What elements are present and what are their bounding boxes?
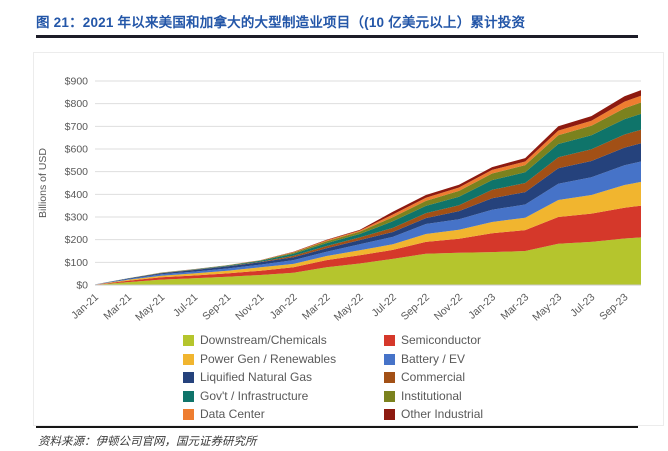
x-tick-label: May-23 [530, 291, 564, 323]
stacked-series [95, 90, 641, 285]
legend-item-institutional: Institutional [384, 389, 483, 404]
legend-item-semiconductor: Semiconductor [384, 333, 483, 348]
legend-item-power-gen-renewables: Power Gen / Renewables [183, 352, 384, 367]
legend-label: Gov't / Infrastructure [200, 388, 309, 403]
legend-swatch-icon [384, 409, 395, 420]
x-tick-label: May-22 [332, 291, 366, 323]
x-tick-label: Sep-21 [200, 291, 233, 323]
legend-label: Battery / EV [401, 351, 466, 366]
x-tick-label: Sep-23 [597, 291, 630, 323]
legend-item-gov-t-infrastructure: Gov't / Infrastructure [183, 389, 384, 404]
figure-title-text: 图 21：2021 年以来美国和加拿大的大型制造业项目（(10 亿美元以上）累计… [36, 15, 526, 30]
y-tick-label: $100 [65, 257, 89, 269]
legend-item-commercial: Commercial [384, 370, 483, 385]
title-divider [36, 35, 638, 38]
legend-swatch-icon [183, 372, 194, 383]
y-tick-label: $700 [65, 121, 89, 133]
x-tick-label: Mar-21 [101, 291, 134, 322]
y-tick-label: $600 [65, 144, 89, 156]
y-tick-label: $200 [65, 234, 89, 246]
y-axis-title: Billions of USD [37, 148, 49, 218]
chart-area-border [33, 52, 664, 426]
legend-label: Power Gen / Renewables [200, 351, 337, 366]
stacked-area-chart: $0 $100 $200 $300 $400 $500 $600 $700 $800 $900 Bi… [32, 58, 664, 330]
legend-swatch-icon [183, 409, 194, 420]
x-tick-label: May-21 [133, 291, 167, 323]
legend-label: Downstream/Chemicals [200, 333, 327, 347]
legend-swatch-icon [384, 353, 395, 365]
y-tick-label: $500 [65, 166, 89, 178]
y-tick-label: $800 [65, 98, 89, 110]
legend-item-downstream-chemicals: Downstream/Chemicals [183, 333, 384, 348]
x-tick-label: Jan-21 [69, 291, 101, 322]
x-tick-label: Mar-22 [300, 291, 333, 322]
y-tick-label: $400 [65, 189, 89, 201]
x-tick-label: Jul-21 [171, 291, 200, 319]
x-tick-label: Nov-21 [233, 291, 266, 323]
legend-swatch-icon [183, 390, 194, 402]
x-tick-label: Sep-22 [399, 291, 432, 323]
legend-label: Data Center [200, 407, 265, 421]
x-tick-label: Mar-23 [498, 291, 531, 322]
x-tick-label: Nov-22 [432, 291, 465, 323]
chart-legend: Downstream/Chemicals Semiconductor Power G… [183, 333, 483, 422]
series-area-downstream-chemicals [95, 237, 641, 285]
x-tick-label: Jul-22 [370, 291, 399, 319]
legend-item-battery-ev: Battery / EV [384, 352, 483, 367]
legend-label: Semiconductor [401, 333, 482, 347]
x-tick-label: Jan-23 [466, 291, 498, 322]
legend-item-liquified-natural-gas: Liquified Natural Gas [183, 370, 384, 385]
legend-label: Institutional [401, 388, 462, 403]
y-axis-labels: $0 $100 $200 $300 $400 $500 $600 $700 $800 $900 [65, 76, 89, 292]
series-area-semiconductor [95, 205, 641, 285]
source-note: 资料来源：伊顿公司官网，国元证券研究所 [38, 436, 257, 448]
y-tick-label: $900 [65, 76, 89, 88]
legend-swatch-icon [183, 335, 194, 346]
x-axis-labels: Jan-21 Mar-21 May-21 Jul-21 Sep-21 Nov-21 Jan-… [69, 291, 630, 323]
legend-swatch-icon [384, 390, 395, 402]
figure-title: 图 21：2021 年以来美国和加拿大的大型制造业项目（(10 亿美元以上）累计… [36, 11, 646, 31]
y-tick-label: $300 [65, 212, 89, 224]
legend-label: Liquified Natural Gas [200, 370, 313, 384]
y-tick-label: $0 [76, 280, 88, 292]
x-tick-label: Jan-22 [268, 291, 300, 322]
x-tick-label: Jul-23 [568, 291, 597, 319]
legend-swatch-icon [384, 372, 395, 383]
chart-svg: $0 $100 $200 $300 $400 $500 $600 $700 $800 $900 Bi… [37, 76, 641, 324]
legend-item-data-center: Data Center [183, 407, 384, 422]
legend-swatch-icon [183, 353, 194, 365]
legend-label: Commercial [401, 370, 466, 384]
legend-label: Other Industrial [401, 407, 484, 421]
footer-divider [36, 426, 638, 428]
legend-swatch-icon [384, 335, 395, 346]
legend-item-other-industrial: Other Industrial [384, 407, 483, 422]
